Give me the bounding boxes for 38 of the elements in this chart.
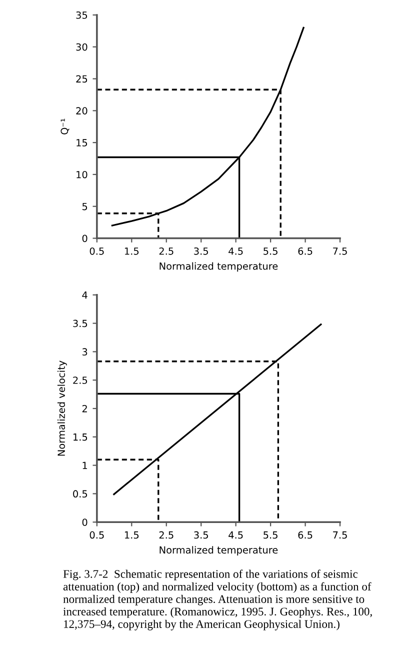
y-tick-label: 0.5: [73, 490, 88, 498]
x-tick-label: 3.5: [194, 531, 208, 539]
y-tick-label: 35: [76, 11, 88, 19]
caption: Fig. 3.7-2 Schematic representation of the variations of seismic attenuation (top) and normalized velocity (bottom) as a function of normalized temperature changes. Attenuation is more sensitive to increased temperature. (Romanowicz, 1995. J. Geophys. Res., 100, 12,375–94, copyright by the American Geophysical Union.): [63, 570, 372, 630]
x-tick-label: 5.5: [264, 531, 278, 539]
x-tick-label: 3.5: [194, 247, 208, 255]
x-tick-label: 2.5: [159, 531, 174, 539]
x-tick-label: 7.5: [333, 248, 347, 255]
y-tick-label: 1.5: [74, 434, 88, 441]
x-tick-label: 4.5: [228, 531, 243, 539]
y-tick-label: 0: [82, 518, 88, 526]
y-tick-label: 25: [76, 75, 88, 83]
x-axis-title: Normalized temperature: [160, 546, 278, 556]
y-tick-label: 0: [82, 234, 88, 242]
x-tick-label: 2.5: [159, 247, 174, 255]
x-tick-label: 4.5: [228, 248, 243, 255]
y-tick-label: 2: [82, 404, 87, 412]
x-tick-label: 7.5: [333, 531, 347, 539]
y-tick-label: 4: [82, 292, 88, 299]
y-tick-label: 15: [76, 139, 88, 146]
x-tick-label: 0.5: [90, 531, 104, 539]
x-tick-label: 0.5: [90, 247, 104, 255]
y-tick-label: 20: [76, 107, 88, 114]
x-tick-label: 1.5: [124, 248, 139, 255]
y-tick-label: 5: [82, 202, 88, 210]
x-tick-label: 1.5: [124, 531, 139, 539]
y-tick-label: 2.5: [73, 376, 88, 384]
x-axis-title: Normalized temperature: [160, 262, 278, 272]
x-tick-label: 5.5: [264, 248, 278, 255]
y-axis-title: Q⁻¹: [60, 118, 70, 134]
y-tick-label: 3: [82, 348, 88, 356]
y-tick-label: 1: [82, 462, 87, 469]
x-tick-label: 6.5: [298, 531, 312, 539]
y-tick-label: 30: [76, 43, 88, 51]
y-tick-label: 10: [76, 170, 88, 178]
y-tick-label: 3.5: [73, 320, 88, 328]
y-axis-title: Normalized velocity: [57, 360, 67, 456]
x-tick-label: 6.5: [298, 247, 312, 255]
